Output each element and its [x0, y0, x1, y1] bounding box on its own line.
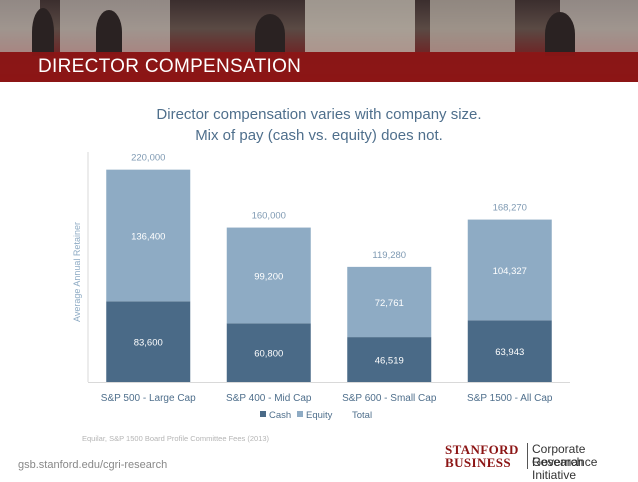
footer-url[interactable]: gsb.stanford.edu/cgri-research: [18, 459, 168, 471]
header-banner: DIRECTOR COMPENSATION: [0, 0, 638, 82]
legend-label-total: Total: [352, 410, 372, 421]
data-label-total: 168,270: [493, 203, 527, 214]
logo-business-text: BUSINESS: [445, 455, 512, 470]
data-label-cash: 83,600: [134, 338, 163, 349]
banner-photo-person: [96, 10, 122, 54]
logo-initiative-line-1: Corporate Governance: [532, 442, 598, 469]
y-axis-label: Average Annual Retainer: [72, 222, 82, 322]
data-label-equity: 136,400: [131, 231, 165, 242]
logo-initiative-line-2: Research Initiative: [532, 455, 584, 482]
data-label-cash: 46,519: [375, 356, 404, 367]
bar-cash: [467, 320, 552, 382]
logo-divider: [527, 443, 528, 469]
bar-cash: [106, 301, 191, 382]
bar-equity: [467, 219, 552, 321]
banner-photo-window: [305, 0, 415, 52]
stacked-bar-chart: Average Annual Retainer 83,600 136,400 220,…: [72, 152, 570, 421]
chart-subtitle-line-2: Mix of pay (cash vs. equity) does not.: [195, 127, 443, 144]
banner-title-bar: [0, 52, 638, 82]
data-label-total: 160,000: [252, 211, 286, 222]
page-title: DIRECTOR COMPENSATION: [38, 56, 302, 77]
x-tick-label: S&P 500 - Large Cap: [101, 393, 196, 404]
data-label-equity: 104,327: [493, 266, 527, 277]
banner-photo-person: [545, 12, 575, 56]
data-label-cash: 63,943: [495, 347, 524, 358]
bar-equity: [106, 169, 191, 302]
bar-cash: [226, 323, 311, 382]
chart-subtitle-line-1: Director compensation varies with compan…: [156, 106, 482, 123]
legend-label-cash: Cash: [269, 410, 291, 421]
legend-label-equity: Equity: [306, 410, 333, 421]
x-tick-label: S&P 1500 - All Cap: [467, 393, 553, 404]
bar-equity: [347, 266, 432, 338]
data-label-total: 220,000: [131, 153, 165, 164]
bar-cash: [347, 337, 432, 382]
legend-swatch-equity: [297, 411, 303, 417]
data-label-total: 119,280: [372, 250, 406, 261]
data-label-equity: 99,200: [254, 271, 283, 282]
banner-photo-person: [32, 8, 54, 56]
bar-equity: [226, 227, 311, 324]
legend-swatch-cash: [260, 411, 266, 417]
banner-photo-window: [430, 0, 515, 52]
logo-stanford-text: STANFORD: [445, 442, 519, 457]
source-note: Equilar, S&P 1500 Board Profile Committe…: [82, 434, 270, 443]
x-tick-label: S&P 400 - Mid Cap: [226, 393, 312, 404]
banner-photo-person: [255, 14, 285, 54]
stanford-cgri-logo: STANFORD BUSINESS Corporate Governance R…: [445, 442, 630, 482]
data-label-equity: 72,761: [375, 298, 404, 309]
data-label-cash: 60,800: [254, 349, 283, 360]
x-tick-label: S&P 600 - Small Cap: [342, 393, 437, 404]
